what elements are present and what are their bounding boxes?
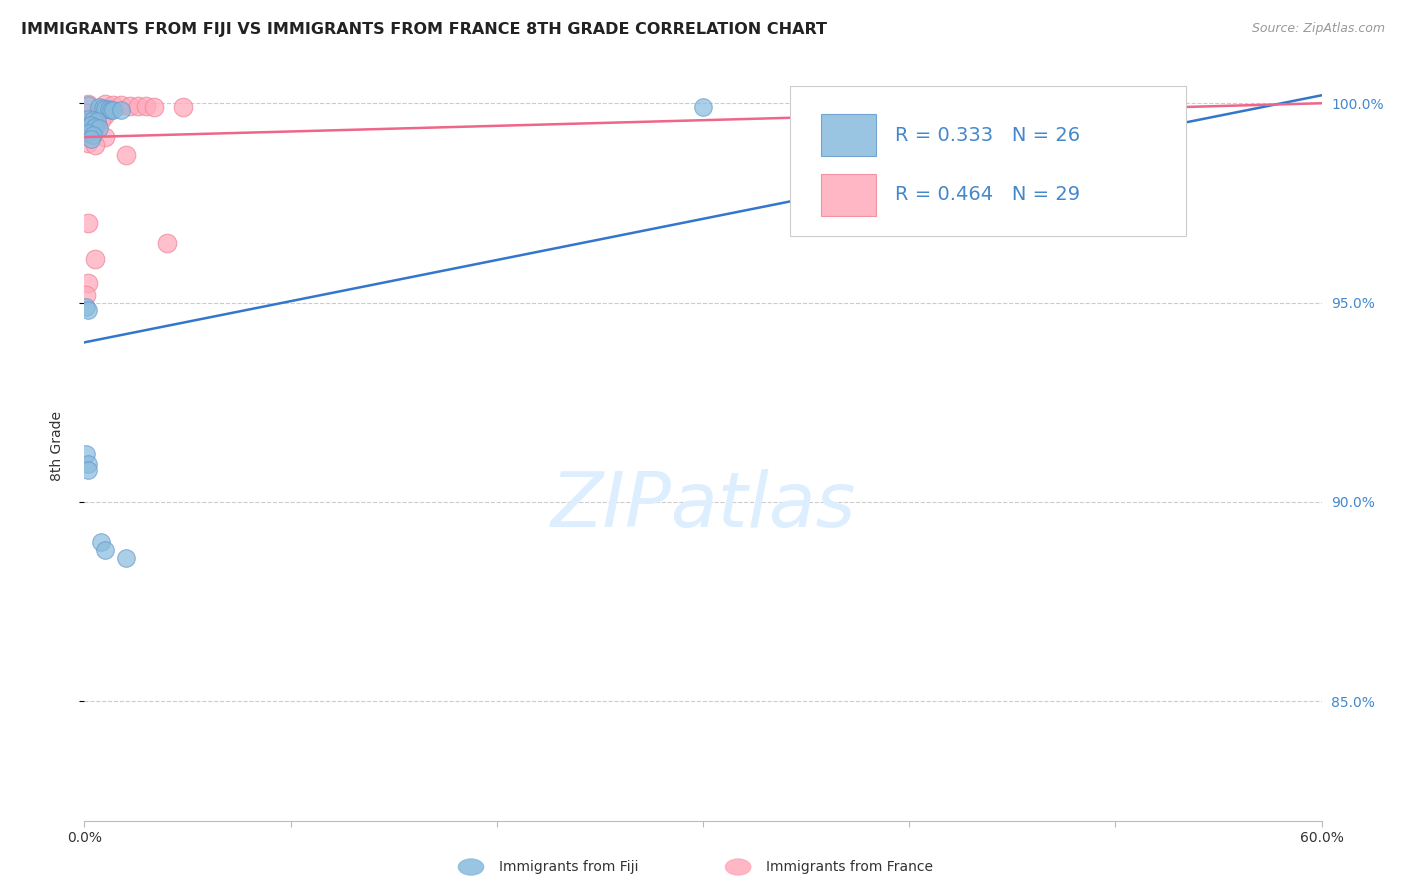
Point: [77, 97, 100, 112]
Point: [83, 252, 105, 266]
Point: [110, 98, 132, 112]
Text: Immigrants from Fiji: Immigrants from Fiji: [499, 860, 638, 874]
Point: [898, 98, 921, 112]
Point: [86, 107, 108, 121]
Text: Immigrants from France: Immigrants from France: [766, 860, 934, 874]
Point: [77, 112, 100, 127]
Point: [114, 148, 136, 162]
Point: [114, 550, 136, 565]
Point: [82, 128, 104, 142]
FancyBboxPatch shape: [821, 175, 876, 216]
Point: [692, 100, 714, 114]
Point: [79, 118, 101, 132]
Point: [77, 98, 100, 112]
Point: [103, 98, 125, 112]
Point: [82, 113, 104, 128]
Text: IMMIGRANTS FROM FIJI VS IMMIGRANTS FROM FRANCE 8TH GRADE CORRELATION CHART: IMMIGRANTS FROM FIJI VS IMMIGRANTS FROM …: [21, 22, 827, 37]
FancyBboxPatch shape: [821, 114, 876, 155]
Text: Source: ZipAtlas.com: Source: ZipAtlas.com: [1251, 22, 1385, 36]
Point: [94, 130, 117, 145]
Point: [77, 128, 100, 142]
Point: [172, 100, 194, 114]
Point: [77, 276, 100, 290]
Point: [118, 98, 141, 112]
Y-axis label: 8th Grade: 8th Grade: [49, 411, 63, 481]
Point: [75, 447, 97, 461]
Point: [156, 235, 179, 250]
Point: [856, 97, 879, 112]
Point: [77, 463, 100, 477]
Point: [87, 120, 110, 135]
Point: [86, 114, 108, 128]
Point: [75, 300, 97, 314]
Point: [83, 138, 105, 153]
Point: [77, 303, 100, 318]
Point: [82, 112, 104, 127]
Text: R = 0.333   N = 26: R = 0.333 N = 26: [894, 126, 1080, 145]
Point: [94, 102, 117, 116]
Point: [91, 101, 114, 115]
Circle shape: [725, 859, 751, 875]
Point: [127, 99, 149, 113]
Point: [90, 113, 112, 128]
Point: [103, 103, 125, 117]
Point: [100, 103, 122, 117]
Circle shape: [458, 859, 484, 875]
Point: [94, 108, 117, 122]
FancyBboxPatch shape: [790, 87, 1185, 236]
Point: [79, 132, 101, 146]
Point: [86, 120, 108, 134]
Point: [143, 100, 166, 114]
Point: [77, 106, 100, 120]
Point: [87, 100, 110, 114]
Point: [82, 122, 104, 136]
Point: [135, 99, 157, 113]
Point: [98, 102, 121, 116]
Point: [77, 457, 100, 471]
Text: ZIPatlas: ZIPatlas: [550, 469, 856, 543]
Point: [90, 534, 112, 549]
Point: [75, 287, 97, 301]
Point: [79, 118, 101, 132]
Point: [83, 120, 105, 135]
Point: [94, 97, 117, 112]
Point: [94, 542, 117, 557]
Point: [77, 126, 100, 140]
Point: [77, 216, 100, 230]
Point: [110, 103, 132, 118]
Text: R = 0.464   N = 29: R = 0.464 N = 29: [894, 186, 1080, 204]
Point: [77, 136, 100, 150]
